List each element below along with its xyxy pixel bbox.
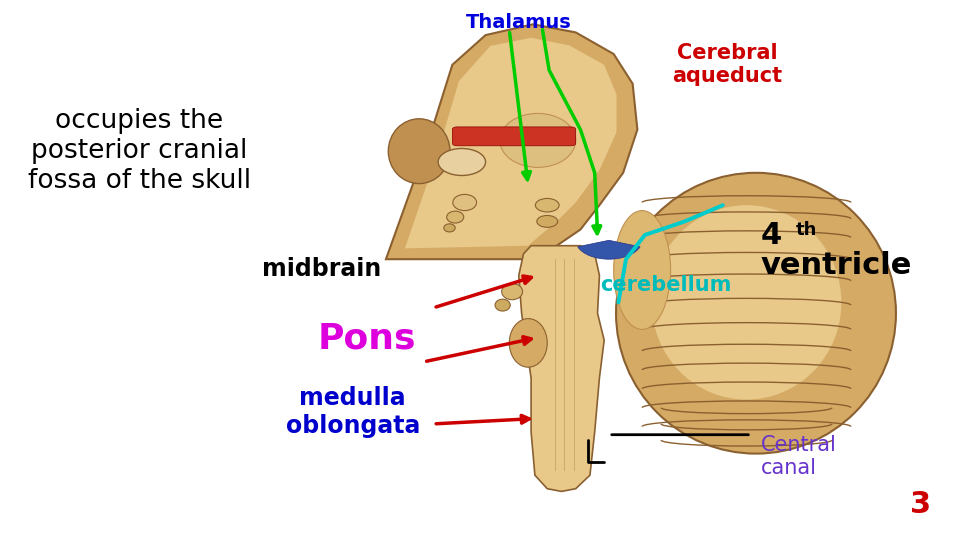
Polygon shape <box>405 38 616 248</box>
Text: medulla
oblongata: medulla oblongata <box>285 386 420 438</box>
Polygon shape <box>518 246 604 491</box>
Text: occupies the
posterior cranial
fossa of the skull: occupies the posterior cranial fossa of … <box>28 108 251 194</box>
Text: th: th <box>796 221 817 239</box>
Text: cerebellum: cerebellum <box>600 275 732 295</box>
Ellipse shape <box>652 205 841 400</box>
FancyBboxPatch shape <box>452 127 576 146</box>
Ellipse shape <box>444 224 455 232</box>
Ellipse shape <box>537 215 558 227</box>
Text: 4: 4 <box>760 221 782 251</box>
Ellipse shape <box>388 119 450 184</box>
Text: Pons: Pons <box>318 321 417 355</box>
Ellipse shape <box>446 211 464 223</box>
Ellipse shape <box>616 173 896 454</box>
Ellipse shape <box>500 113 576 167</box>
Ellipse shape <box>502 284 522 300</box>
Wedge shape <box>578 240 640 259</box>
Ellipse shape <box>613 211 671 329</box>
Ellipse shape <box>495 299 510 311</box>
Ellipse shape <box>453 194 476 211</box>
Ellipse shape <box>536 198 559 212</box>
Text: 3: 3 <box>910 490 931 519</box>
Circle shape <box>438 148 486 176</box>
Ellipse shape <box>510 319 547 367</box>
Text: Cerebral
aqueduct: Cerebral aqueduct <box>672 43 782 86</box>
Polygon shape <box>386 24 637 259</box>
Text: midbrain: midbrain <box>262 256 381 280</box>
Text: Thalamus: Thalamus <box>466 14 571 32</box>
Text: ventricle: ventricle <box>760 251 912 280</box>
Text: Central
canal: Central canal <box>760 435 836 478</box>
